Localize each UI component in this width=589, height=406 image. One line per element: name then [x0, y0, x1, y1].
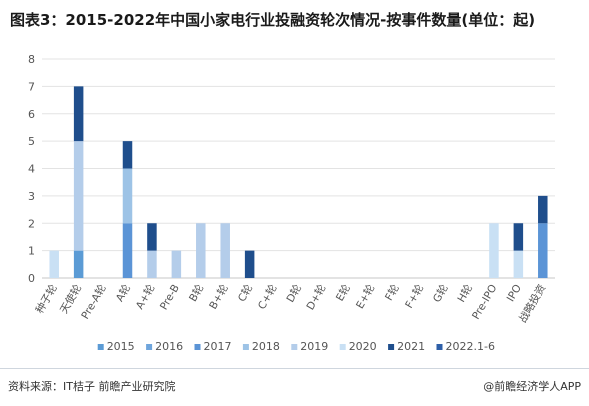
legend-label: 2020: [349, 340, 377, 353]
x-tick-label: F轮: [382, 282, 402, 303]
y-tick-label: 8: [28, 53, 35, 66]
bar-segment: [122, 168, 133, 224]
x-tick-label: B轮: [186, 282, 206, 304]
bar-segment: [538, 195, 548, 224]
bar-segment: [196, 223, 206, 278]
legend-label: 2019: [300, 340, 328, 353]
x-tick-label: B+轮: [206, 282, 231, 312]
bar-segment: [513, 250, 524, 278]
legend-swatch: [291, 344, 298, 350]
bar-segment: [538, 223, 548, 278]
x-tick-label: Pre-B: [158, 283, 182, 313]
legend-label: 2021: [397, 340, 425, 353]
bar-segment: [49, 250, 59, 278]
y-tick-label: 7: [28, 80, 35, 93]
brand-credit: @前瞻经济学人APP: [483, 380, 581, 393]
x-tick-label: C+轮: [255, 282, 280, 312]
y-tick-label: 1: [28, 245, 35, 258]
x-tick-label: A+轮: [133, 282, 158, 312]
bar-segment: [122, 223, 133, 278]
x-tick-label: IPO: [505, 283, 524, 304]
bar-segment: [513, 223, 524, 251]
x-tick-label: 种子轮: [33, 282, 60, 316]
bar-segment: [147, 223, 157, 251]
bar-segment: [220, 223, 230, 278]
x-tick-label: A轮: [113, 282, 133, 304]
y-tick-label: 4: [28, 163, 35, 176]
legend-label: 2016: [155, 340, 183, 353]
source-note: 资料来源：IT桔子 前瞻产业研究院: [8, 380, 176, 393]
footer-divider: [0, 368, 589, 369]
x-tick-label: Pre-A轮: [78, 282, 108, 322]
bar-segment: [73, 250, 84, 278]
legend-swatch: [194, 344, 201, 350]
x-tick-label: G轮: [430, 282, 451, 305]
legend-swatch: [97, 344, 104, 350]
x-tick-label: C轮: [235, 282, 255, 304]
x-tick-label: F+轮: [402, 282, 426, 311]
legend-swatch: [242, 344, 249, 350]
y-tick-label: 6: [28, 108, 35, 121]
bar-segment: [244, 250, 255, 278]
legend-swatch: [436, 344, 443, 350]
legend-label: 2015: [107, 340, 135, 353]
y-tick-label: 2: [28, 217, 35, 230]
legend-label: 2017: [204, 340, 232, 353]
y-tick-label: 3: [28, 190, 35, 203]
x-tick-label: E+轮: [353, 282, 377, 311]
x-tick-label: H轮: [455, 282, 476, 305]
legend-label: 2018: [252, 340, 280, 353]
legend-swatch: [339, 344, 346, 350]
bar-segment: [73, 86, 84, 142]
legend-swatch: [146, 344, 153, 350]
x-tick-label: E轮: [333, 282, 353, 304]
bar-segment: [122, 141, 133, 169]
y-tick-label: 5: [28, 135, 35, 148]
chart-title: 图表3：2015-2022年中国小家电行业投融资轮次情况-按事件数量(单位：起): [10, 11, 536, 29]
x-tick-label: D+轮: [304, 282, 329, 313]
y-tick-label: 0: [28, 272, 35, 285]
bar-segment: [73, 141, 84, 251]
bar-segment: [171, 250, 182, 278]
bar-segment: [147, 250, 157, 278]
legend-label: 2022.1-6: [446, 340, 495, 353]
legend-swatch: [388, 344, 395, 350]
x-tick-label: 天使轮: [57, 282, 84, 316]
bar-segment: [489, 223, 499, 278]
x-tick-label: D轮: [284, 282, 305, 305]
